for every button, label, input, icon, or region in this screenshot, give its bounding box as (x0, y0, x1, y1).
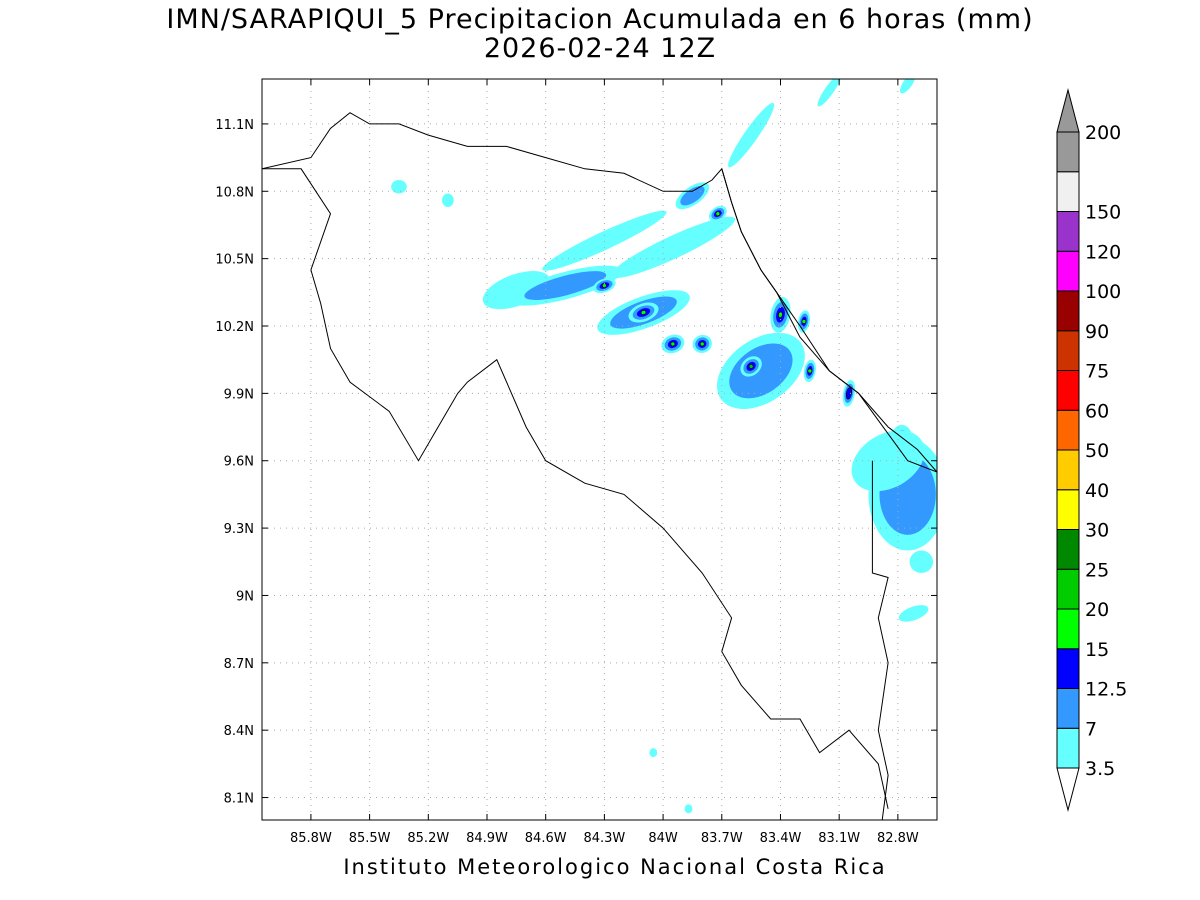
colorbar-label: 20 (1085, 599, 1109, 621)
lat-tick-label: 9N (236, 589, 254, 604)
precip-cell (729, 343, 793, 399)
lon-tick-label: 82.8W (877, 831, 919, 846)
lat-tick-label: 10.5N (215, 253, 254, 268)
colorbar: 3.5 7 12.5 15 20 25 30 40 50 60 75 90 100 120 150 200 (1056, 88, 1127, 812)
colorbar-label: 90 (1085, 321, 1109, 343)
lon-tick-label: 84.3W (583, 831, 625, 846)
precip-cell (909, 550, 934, 573)
precip-cell (684, 804, 693, 814)
colorbar-label: 7 (1085, 718, 1097, 740)
precip-cell (748, 364, 754, 369)
grid-lines (262, 79, 937, 820)
lon-tick-label: 83.1W (818, 831, 860, 846)
footer-credit: Instituto Meteorologico Nacional Costa R… (343, 855, 887, 879)
colorbar-label: 25 (1085, 559, 1109, 581)
precip-cell (680, 186, 705, 206)
colorbar-label: 120 (1085, 241, 1121, 263)
colorbar-label: 150 (1085, 202, 1121, 224)
colorbar-label: 50 (1085, 440, 1109, 462)
colorbar-swatch (1056, 688, 1080, 729)
lat-tick-label: 9.6N (224, 455, 254, 470)
colorbar-swatch (1056, 131, 1080, 173)
chart-subtitle: 2026-02-24 12Z (483, 33, 717, 64)
lon-tick-label: 83.7W (701, 831, 743, 846)
pacific-coastline (262, 168, 889, 809)
colorbar-label: 60 (1085, 400, 1109, 422)
colorbar-label: 3.5 (1085, 758, 1115, 780)
colorbar-swatch (1056, 211, 1080, 252)
precip-cell (602, 283, 607, 288)
precip-cell (778, 311, 783, 318)
precip-cell (442, 193, 454, 207)
colorbar-label: 200 (1085, 122, 1121, 144)
lon-tick-label: 85.2W (407, 831, 449, 846)
national-border (721, 168, 937, 473)
precip-cell (899, 79, 916, 94)
precip-cell (699, 341, 705, 347)
colorbar-swatch (1056, 529, 1080, 570)
caribbean-coastline (262, 112, 937, 473)
precip-cell (391, 180, 407, 194)
precip-cell (524, 271, 607, 300)
lon-tick-label: 83.4W (760, 831, 802, 846)
lon-tick-label: 84.6W (525, 831, 567, 846)
colorbar-swatch (1056, 568, 1080, 610)
colorbar-swatch (1056, 250, 1080, 292)
colorbar-label: 40 (1085, 480, 1109, 502)
lon-tick-label: 84.9W (466, 831, 508, 846)
precip-cell (845, 387, 853, 400)
colorbar-swatch (1056, 409, 1080, 451)
colorbar-swatch (1056, 449, 1080, 491)
precip-cell (649, 748, 658, 758)
precip-cell (640, 310, 647, 315)
precip-cell (801, 319, 807, 324)
lat-tick-label: 9.3N (224, 522, 254, 537)
lat-tick-label: 8.1N (224, 792, 254, 807)
precip-cell (728, 102, 775, 168)
colorbar-max-arrow (1056, 88, 1080, 133)
lat-tick-label: 10.8N (215, 185, 254, 200)
colorbar-label: 15 (1085, 639, 1109, 661)
chart-title: IMN/SARAPIQUI_5 Precipitacion Acumulada … (166, 4, 1034, 35)
colorbar-label: 12.5 (1085, 679, 1127, 701)
colorbar-swatch (1056, 648, 1080, 689)
precip-cell (898, 605, 929, 622)
precip-cell (715, 211, 721, 217)
coastline-layer (262, 112, 937, 820)
lon-tick-label: 85.8W (290, 831, 332, 846)
colorbar-swatch (1056, 290, 1080, 332)
colorbar-swatch (1056, 727, 1080, 769)
map-frame (261, 78, 938, 821)
precip-cell (817, 79, 842, 107)
colorbar-swatch (1056, 489, 1080, 530)
precip-cell (542, 210, 667, 271)
precip-cell (670, 341, 676, 347)
precip-cell (851, 430, 925, 492)
colorbar-label: 75 (1085, 361, 1109, 383)
colorbar-swatch (1056, 171, 1080, 212)
lat-tick-label: 8.7N (224, 657, 254, 672)
lat-tick-label: 9.9N (224, 387, 254, 402)
precip-cell (807, 368, 813, 374)
lat-tick-label: 11.1N (215, 118, 254, 133)
colorbar-label: 100 (1085, 281, 1121, 303)
colorbar-swatch (1056, 608, 1080, 650)
colorbar-swatch (1056, 370, 1080, 411)
colorbar-swatch (1056, 330, 1080, 371)
lon-tick-label: 84W (648, 831, 678, 846)
lat-tick-label: 10.2N (215, 320, 254, 335)
colorbar-min-arrow (1056, 767, 1080, 812)
lon-tick-label: 85.5W (349, 831, 391, 846)
precip-cell (610, 216, 736, 279)
colorbar-label: 30 (1085, 520, 1109, 542)
lat-tick-label: 8.4N (224, 724, 254, 739)
axis-ticks: 85.8W 85.5W 85.2W 84.9W 84.6W 84.3W 84W 83.7W 83… (215, 79, 937, 846)
precip-layer (391, 79, 937, 814)
panama-border (871, 460, 889, 820)
